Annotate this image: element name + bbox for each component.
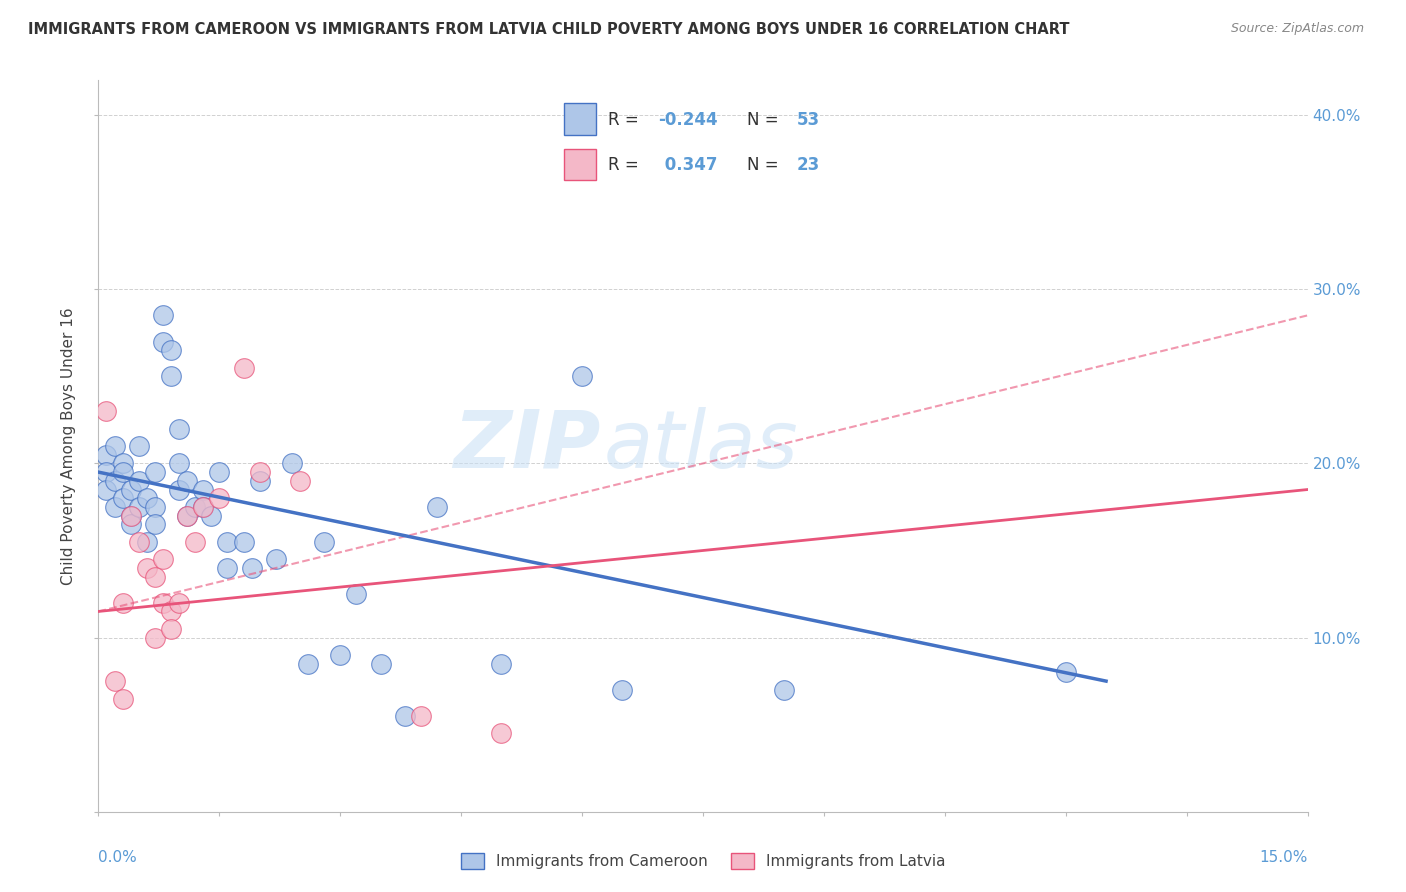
Point — [128, 534, 150, 549]
Point — [152, 334, 174, 349]
Point — [193, 500, 215, 514]
Point — [143, 517, 166, 532]
Point — [103, 500, 125, 514]
Point — [370, 657, 392, 671]
Point — [143, 569, 166, 583]
Text: ZIP: ZIP — [453, 407, 600, 485]
Point — [772, 682, 794, 697]
Point — [103, 474, 125, 488]
Point — [176, 474, 198, 488]
Point — [143, 631, 166, 645]
Point — [128, 439, 150, 453]
Point — [111, 465, 134, 479]
Point — [111, 457, 134, 471]
Point — [120, 508, 142, 523]
Point — [184, 500, 207, 514]
Point — [184, 534, 207, 549]
Point — [217, 534, 239, 549]
Point — [249, 465, 271, 479]
Point — [160, 369, 183, 384]
Text: IMMIGRANTS FROM CAMEROON VS IMMIGRANTS FROM LATVIA CHILD POVERTY AMONG BOYS UNDE: IMMIGRANTS FROM CAMEROON VS IMMIGRANTS F… — [28, 22, 1070, 37]
Point — [176, 508, 198, 523]
Point — [344, 587, 367, 601]
Point — [135, 561, 157, 575]
Point — [96, 448, 118, 462]
Point — [120, 483, 142, 497]
Point — [96, 465, 118, 479]
Point — [143, 465, 166, 479]
Point — [193, 483, 215, 497]
Point — [111, 491, 134, 506]
Point — [491, 657, 513, 671]
Point — [160, 343, 183, 358]
Point — [288, 474, 311, 488]
Point — [128, 500, 150, 514]
Point — [217, 561, 239, 575]
Point — [426, 500, 449, 514]
Point — [152, 552, 174, 566]
Point — [128, 474, 150, 488]
Point — [571, 369, 593, 384]
Point — [200, 508, 222, 523]
Point — [167, 483, 190, 497]
Point — [120, 508, 142, 523]
Point — [329, 648, 352, 662]
Point — [135, 491, 157, 506]
Point — [111, 596, 134, 610]
Point — [193, 500, 215, 514]
Point — [394, 709, 416, 723]
Point — [167, 457, 190, 471]
Point — [264, 552, 287, 566]
Point — [409, 709, 432, 723]
Point — [96, 483, 118, 497]
Text: Source: ZipAtlas.com: Source: ZipAtlas.com — [1230, 22, 1364, 36]
Point — [297, 657, 319, 671]
Legend: Immigrants from Cameroon, Immigrants from Latvia: Immigrants from Cameroon, Immigrants fro… — [454, 847, 952, 875]
Point — [208, 491, 231, 506]
Point — [281, 457, 304, 471]
Text: 0.0%: 0.0% — [98, 850, 138, 865]
Point — [167, 421, 190, 435]
Point — [491, 726, 513, 740]
Point — [111, 691, 134, 706]
Point — [160, 604, 183, 618]
Point — [612, 682, 634, 697]
Point — [103, 674, 125, 689]
Point — [167, 596, 190, 610]
Point — [152, 596, 174, 610]
Point — [160, 622, 183, 636]
Point — [176, 508, 198, 523]
Point — [208, 465, 231, 479]
Point — [1054, 665, 1077, 680]
Point — [314, 534, 336, 549]
Text: atlas: atlas — [603, 407, 799, 485]
Point — [249, 474, 271, 488]
Y-axis label: Child Poverty Among Boys Under 16: Child Poverty Among Boys Under 16 — [60, 307, 76, 585]
Point — [103, 439, 125, 453]
Point — [152, 309, 174, 323]
Point — [135, 534, 157, 549]
Point — [120, 517, 142, 532]
Point — [232, 360, 254, 375]
Point — [96, 404, 118, 418]
Text: 15.0%: 15.0% — [1260, 850, 1308, 865]
Point — [232, 534, 254, 549]
Point — [240, 561, 263, 575]
Point — [143, 500, 166, 514]
